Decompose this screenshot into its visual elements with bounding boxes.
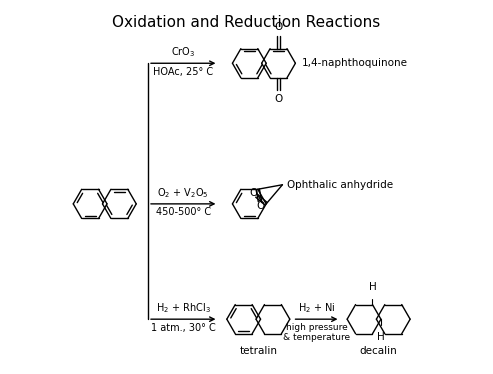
- Text: O: O: [257, 201, 265, 211]
- Text: H: H: [369, 282, 376, 292]
- Text: CrO$_3$: CrO$_3$: [171, 46, 195, 59]
- Text: tetralin: tetralin: [239, 346, 277, 356]
- Text: HOAc, 25° C: HOAc, 25° C: [153, 67, 213, 77]
- Text: 1 atm., 30° C: 1 atm., 30° C: [151, 322, 215, 332]
- Text: O: O: [286, 180, 295, 190]
- Text: H$_2$ + Ni: H$_2$ + Ni: [298, 301, 335, 315]
- Text: O: O: [275, 94, 282, 104]
- Text: H$_2$ + RhCl$_3$: H$_2$ + RhCl$_3$: [156, 301, 211, 315]
- Text: high pressure
& temperature: high pressure & temperature: [283, 322, 350, 342]
- Text: O$_2$ + V$_2$O$_5$: O$_2$ + V$_2$O$_5$: [157, 186, 209, 200]
- Text: Oxidation and Reduction Reactions: Oxidation and Reduction Reactions: [112, 15, 381, 30]
- Text: 450-500° C: 450-500° C: [156, 207, 211, 217]
- Text: O: O: [275, 22, 282, 32]
- Text: 1,4-naphthoquinone: 1,4-naphthoquinone: [302, 58, 408, 68]
- Text: O: O: [249, 188, 257, 198]
- Text: phthalic anhydride: phthalic anhydride: [295, 180, 393, 190]
- Text: H: H: [377, 332, 385, 341]
- Text: decalin: decalin: [360, 346, 397, 356]
